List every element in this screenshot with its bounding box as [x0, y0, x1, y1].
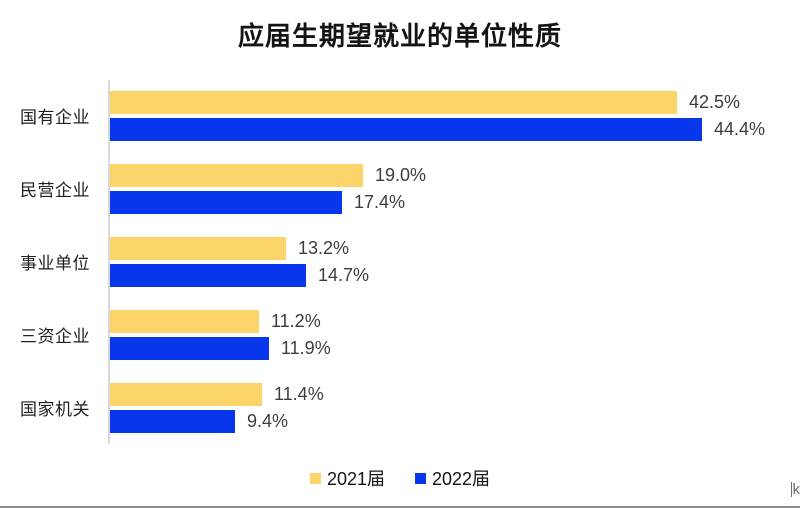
- bar-group: 事业单位 13.2% 14.7%: [0, 225, 800, 298]
- category-label: 民营企业: [20, 181, 90, 200]
- category-label: 国家机关: [20, 400, 90, 419]
- bar-2021届: [110, 236, 286, 260]
- bar-line: 9.4%: [110, 409, 324, 433]
- bar-group: 三资企业 11.2% 11.9%: [0, 298, 800, 371]
- bar-2021届: [110, 90, 677, 114]
- value-label: 14.7%: [318, 264, 370, 285]
- bar-2022届: [110, 336, 269, 360]
- bar-group: 民营企业 19.0% 17.4%: [0, 152, 800, 225]
- bar-pair: 42.5% 44.4%: [110, 90, 766, 141]
- value-label: 19.0%: [375, 164, 427, 185]
- bar-2022届: [110, 190, 342, 214]
- bar-line: 14.7%: [110, 263, 370, 287]
- bar-group: 国家机关 11.4% 9.4%: [0, 371, 800, 444]
- category-label: 国有企业: [20, 108, 90, 127]
- legend-swatch: [309, 472, 321, 484]
- value-label: 44.4%: [714, 118, 766, 139]
- legend-label: 2021届: [326, 469, 385, 489]
- value-label: 9.4%: [247, 410, 289, 431]
- bar-2021届: [110, 309, 259, 333]
- chart-title: 应届生期望就业的单位性质: [237, 21, 562, 51]
- bar-line: 11.4%: [110, 382, 324, 406]
- bar-line: 17.4%: [110, 190, 426, 214]
- bar-line: 13.2%: [110, 236, 369, 260]
- bar-group: 国有企业 42.5% 44.4%: [0, 79, 800, 152]
- legend-item: 2022届: [415, 465, 490, 491]
- value-label: 11.2%: [271, 310, 321, 331]
- value-label: 11.4%: [274, 383, 324, 404]
- legend: 2021届 2022届: [0, 465, 800, 491]
- bar-pair: 19.0% 17.4%: [110, 163, 427, 214]
- legend-item: 2021届: [309, 465, 385, 491]
- bar-line: 19.0%: [110, 163, 427, 187]
- value-label: 11.9%: [281, 337, 331, 358]
- plot-area: 国有企业 42.5% 44.4% 民营企业 19.0% 17.4% 事业单位 13.2% 14.…: [0, 79, 800, 444]
- category-label: 事业单位: [20, 254, 90, 273]
- value-label: 17.4%: [354, 191, 406, 212]
- category-label: 三资企业: [20, 327, 90, 346]
- cursor-artifact: k: [790, 481, 800, 498]
- bar-2021届: [110, 163, 363, 187]
- bar-2022届: [110, 263, 306, 287]
- bar-rows: 国有企业 42.5% 44.4% 民营企业 19.0% 17.4% 事业单位 13.2% 14.…: [0, 79, 800, 444]
- legend-swatch: [415, 472, 426, 484]
- bar-pair: 11.2% 11.9%: [110, 309, 331, 360]
- bar-2021届: [110, 382, 262, 406]
- bar-line: 44.4%: [110, 117, 766, 141]
- legend-label: 2022届: [432, 469, 491, 489]
- bar-2022届: [110, 409, 235, 433]
- bar-pair: 11.4% 9.4%: [110, 382, 324, 433]
- bar-pair: 13.2% 14.7%: [110, 236, 370, 287]
- value-label: 42.5%: [689, 91, 741, 112]
- value-label: 13.2%: [298, 237, 350, 258]
- bar-line: 42.5%: [110, 90, 765, 114]
- bar-2022届: [110, 117, 702, 141]
- bar-line: 11.2%: [110, 309, 331, 333]
- bar-line: 11.9%: [110, 336, 331, 360]
- y-axis-line: [108, 80, 110, 444]
